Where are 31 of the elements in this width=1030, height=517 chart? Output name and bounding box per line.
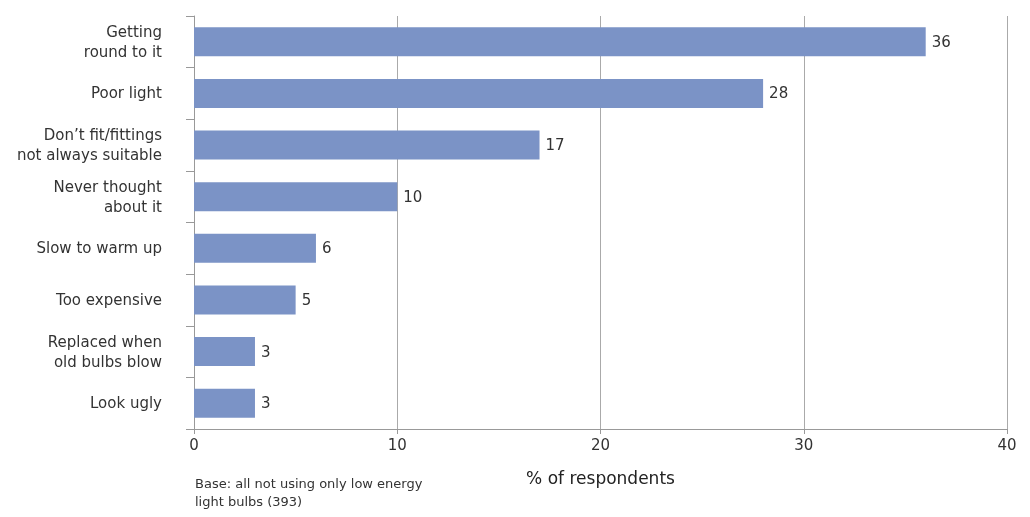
data-label: 17	[545, 136, 565, 155]
data-label: 6	[321, 239, 332, 258]
x-tick-label: 0	[189, 435, 199, 454]
bar	[194, 233, 316, 263]
bar	[194, 285, 296, 315]
y-tick-label: Never thought about it	[53, 177, 163, 216]
data-label: 3	[260, 342, 271, 361]
data-label: 28	[769, 84, 789, 103]
data-label: 10	[403, 187, 423, 206]
y-tick-label: Getting round to it	[83, 22, 163, 61]
bar	[194, 27, 926, 57]
x-tick-label: 20	[590, 435, 611, 454]
bar	[194, 337, 255, 367]
x-tick-label: 10	[387, 435, 407, 454]
text: Base: all not using only low energy light bulbs (393)	[195, 475, 423, 509]
bar	[194, 78, 764, 108]
x-tick-label: 40	[997, 435, 1017, 454]
y-tick-label: Too expensive	[55, 290, 162, 309]
bar	[194, 388, 255, 418]
y-tick-label: Replaced when old bulbs blow	[47, 332, 162, 371]
y-tick-label: Poor light	[90, 84, 163, 103]
bar	[194, 130, 540, 160]
y-tick-label: Look ugly	[90, 394, 163, 413]
x-axis-title: % of respondents	[526, 467, 676, 488]
data-label: 5	[301, 290, 312, 309]
x-tick-label: 30	[794, 435, 814, 454]
y-tick-label: Don’t fit/fittings not always suitable	[16, 126, 163, 165]
bar	[194, 182, 398, 212]
data-label: 3	[260, 394, 271, 413]
y-tick-label: Slow to warm up	[36, 239, 162, 258]
data-label: 36	[931, 32, 951, 51]
